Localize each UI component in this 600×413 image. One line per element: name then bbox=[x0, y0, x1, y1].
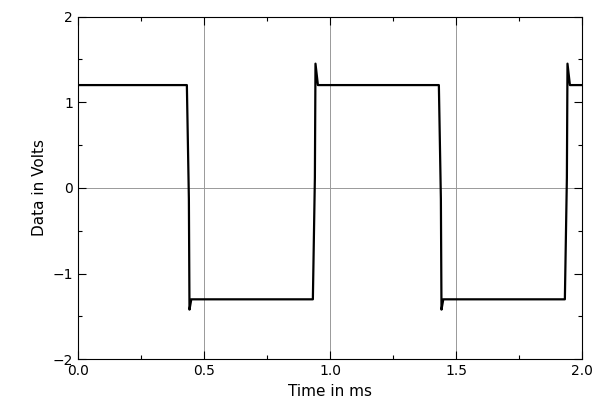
Y-axis label: Data in Volts: Data in Volts bbox=[32, 140, 47, 236]
X-axis label: Time in ms: Time in ms bbox=[288, 384, 372, 399]
